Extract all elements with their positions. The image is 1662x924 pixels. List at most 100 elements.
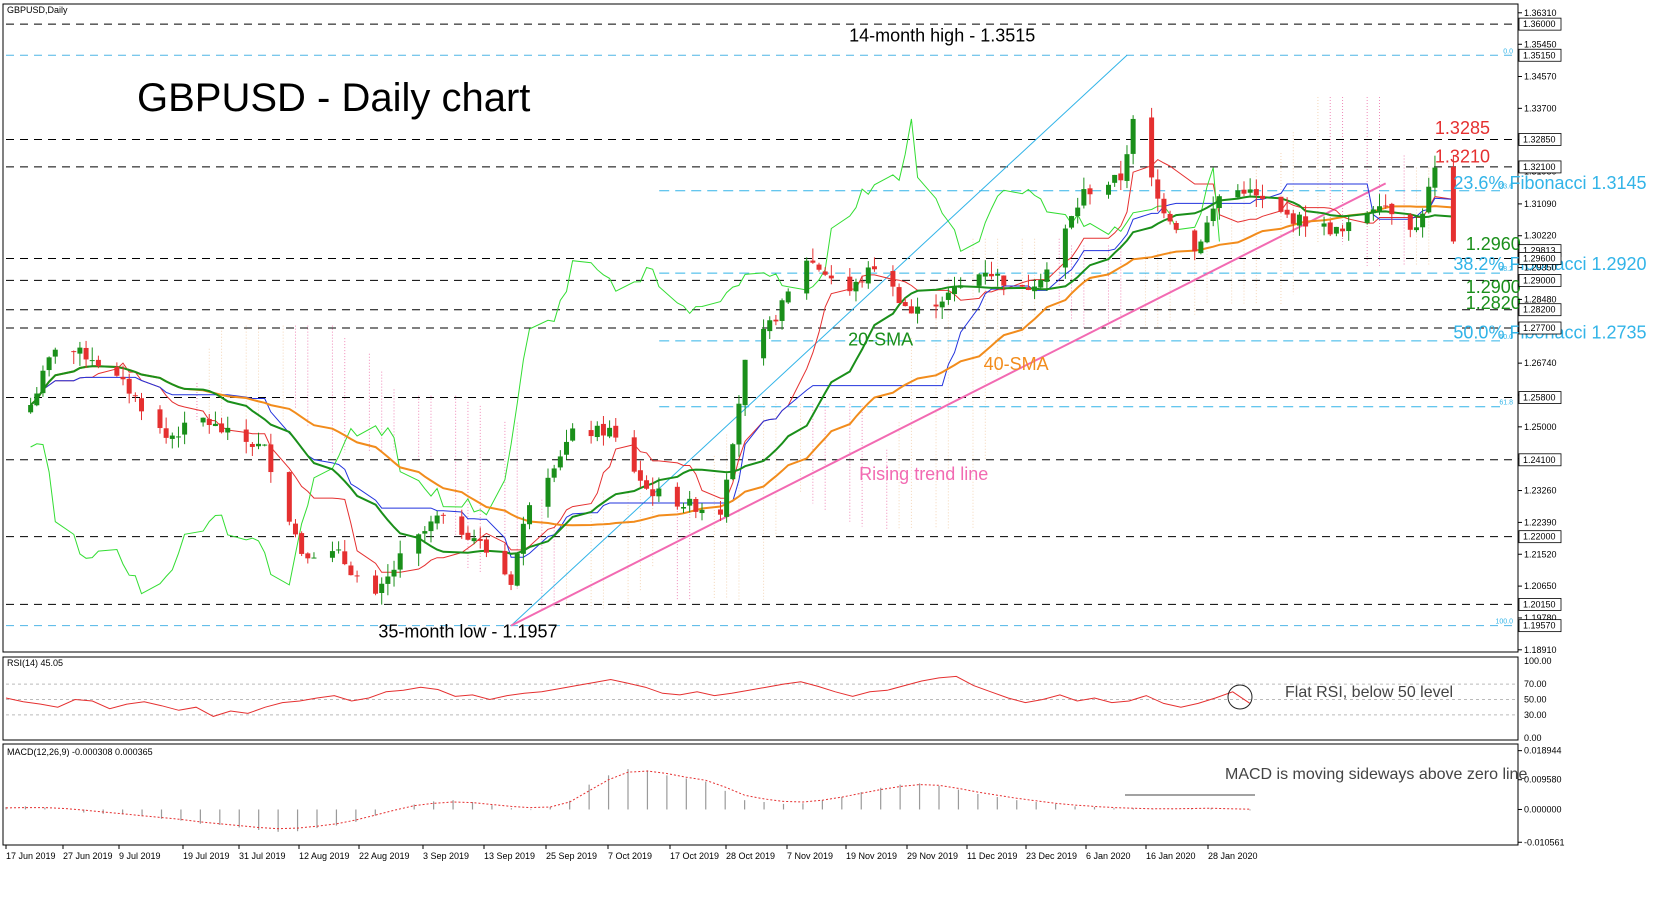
fib-percent: 0.0 (1503, 48, 1513, 55)
level-value: 1.24100 (1523, 455, 1556, 465)
candle-body (527, 505, 533, 525)
candle-body (157, 409, 163, 429)
price-tick-label: 1.34570 (1524, 71, 1557, 81)
macd-annotation: MACD is moving sideways above zero line (1225, 766, 1527, 783)
candle-body (373, 575, 379, 594)
candle-body (305, 553, 311, 559)
chikou-line (30, 118, 1220, 595)
candle-body (71, 351, 77, 353)
candle-body (1340, 228, 1346, 232)
candle-body (262, 444, 268, 446)
indicator-lines (29, 118, 1454, 627)
candle-body (1075, 207, 1081, 217)
candle-body (126, 378, 132, 394)
candle-body (225, 427, 231, 433)
sma-20-line (29, 195, 1454, 555)
candle-body (1105, 184, 1111, 195)
candle-body (730, 444, 736, 480)
candle-body (329, 551, 335, 558)
level-value: 1.32100 (1523, 162, 1556, 172)
date-tick-label: 28 Jan 2020 (1208, 851, 1258, 861)
candle-body (508, 574, 514, 585)
candle-body (440, 514, 446, 516)
rsi-tick-label: 50.00 (1524, 695, 1547, 705)
candle-body (785, 291, 791, 303)
macd-signal-line (5, 770, 1251, 830)
annotation-label: 40-SMA (984, 354, 1049, 374)
date-tick-label: 19 Nov 2019 (846, 851, 897, 861)
annotation-label: 23.6% Fibonacci 1.3145 (1453, 173, 1646, 193)
date-tick-label: 19 Jul 2019 (183, 851, 230, 861)
level-value: 1.20150 (1523, 599, 1556, 609)
date-tick-label: 16 Jan 2020 (1146, 851, 1196, 861)
candle-body (428, 521, 434, 532)
candle-body (717, 509, 723, 515)
candle-body (545, 477, 551, 507)
candle-body (742, 359, 748, 406)
level-value: 1.28200 (1523, 305, 1556, 315)
price-tick-label: 1.23260 (1524, 486, 1557, 496)
date-tick-label: 7 Oct 2019 (608, 851, 652, 861)
candle-body (139, 398, 145, 412)
candle-body (206, 418, 212, 426)
candle-body (83, 347, 89, 360)
candle-body (391, 569, 397, 577)
candle-body (219, 423, 225, 433)
rsi-annotation: Flat RSI, below 50 level (1285, 684, 1453, 701)
candle-body (514, 553, 520, 586)
candle-body (1062, 228, 1068, 268)
candle-body (637, 470, 643, 481)
date-tick-label: 25 Sep 2019 (546, 851, 597, 861)
candle-body (865, 267, 871, 284)
candle-body (779, 300, 785, 321)
candle-body (1278, 196, 1284, 212)
level-value: 1.29813 (1523, 246, 1556, 256)
candle-body (286, 472, 292, 522)
candle-body (724, 479, 730, 517)
candle-body (459, 516, 465, 535)
candle-body (1161, 198, 1167, 214)
price-tick-label: 1.26740 (1524, 358, 1557, 368)
candle-body (502, 550, 508, 575)
chart-title: GBPUSD - Daily chart (137, 76, 530, 120)
candle-body (77, 347, 83, 354)
candle-body (471, 538, 477, 542)
candle-body (588, 430, 594, 437)
candle-body (342, 551, 348, 565)
candle-body (644, 480, 650, 489)
candle-body (34, 393, 40, 406)
candle-body (1346, 222, 1352, 232)
candle-body (1383, 205, 1389, 207)
fib-percent: 50.0 (1499, 334, 1513, 341)
candle-body (520, 523, 526, 554)
level-value: 1.35150 (1523, 50, 1556, 60)
level-value: 1.22000 (1523, 532, 1556, 542)
level-box (1518, 391, 1562, 404)
candle-body (650, 489, 656, 497)
candle-body (1192, 230, 1198, 252)
candle-body (952, 287, 958, 295)
date-tick-label: 27 Jun 2019 (63, 851, 113, 861)
candle-body (120, 376, 126, 380)
candle-body (416, 534, 422, 554)
candle-body (385, 576, 391, 584)
candle-body (1426, 186, 1432, 213)
candle-body (988, 273, 994, 277)
candle-body (551, 468, 557, 478)
rising-trend-line (510, 182, 1387, 627)
candle-body (1130, 118, 1136, 154)
candle-body (810, 260, 816, 263)
candle-body (1253, 189, 1259, 196)
candle-body (1303, 216, 1309, 227)
date-tick-label: 29 Nov 2019 (907, 851, 958, 861)
candle-body (902, 302, 908, 307)
candle-body (114, 366, 120, 376)
candle-body (1216, 196, 1222, 209)
candle-body (175, 436, 181, 438)
candle-body (354, 575, 360, 577)
level-value: 1.19570 (1523, 621, 1556, 631)
rsi-line (5, 675, 1251, 717)
level-box (1518, 530, 1562, 544)
